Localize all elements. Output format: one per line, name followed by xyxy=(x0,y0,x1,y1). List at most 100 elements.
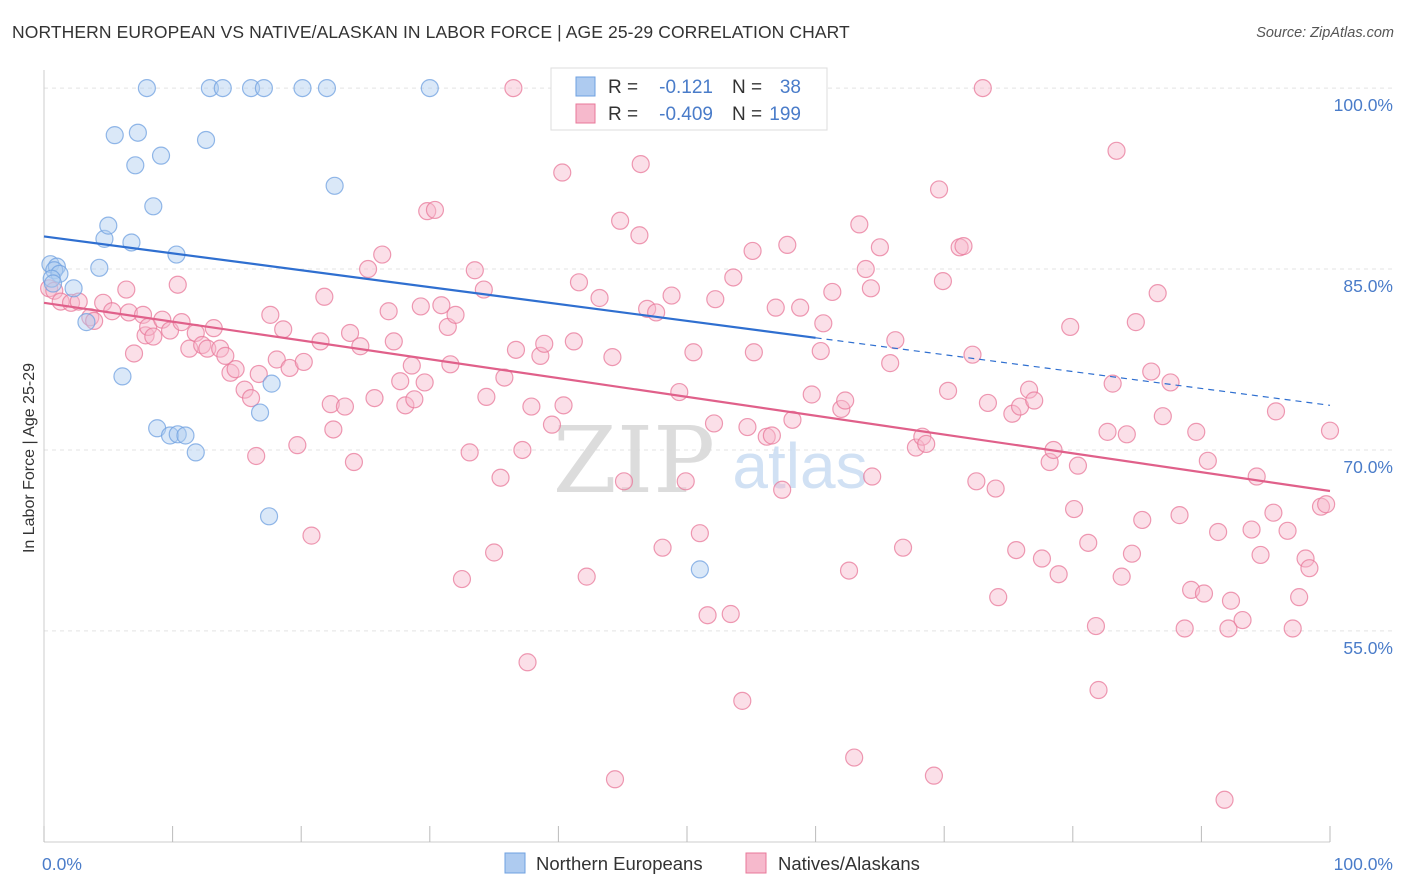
point-native-alaskan xyxy=(1283,619,1302,638)
point-native-alaskan xyxy=(554,396,573,415)
point-native-alaskan xyxy=(967,472,986,491)
legend-r-label-1: R = xyxy=(608,77,638,98)
point-native-alaskan xyxy=(1215,790,1234,809)
point-native-alaskan xyxy=(954,237,973,256)
point-native-alaskan xyxy=(133,305,153,324)
point-northern-european xyxy=(105,126,124,145)
point-native-alaskan xyxy=(1320,421,1340,440)
point-native-alaskan xyxy=(762,426,781,445)
point-native-alaskan xyxy=(226,360,245,379)
y-tick-label: 70.0% xyxy=(1343,457,1393,477)
point-native-alaskan xyxy=(535,334,554,353)
point-native-alaskan xyxy=(441,355,460,374)
legend-n-label-1: N = xyxy=(732,77,762,98)
point-native-alaskan xyxy=(302,526,321,545)
point-native-alaskan xyxy=(1300,559,1319,578)
point-native-alaskan xyxy=(733,691,752,710)
point-native-alaskan xyxy=(1032,549,1052,568)
point-northern-european xyxy=(690,560,709,579)
point-native-alaskan xyxy=(845,748,864,767)
legend-n-label-2: N = xyxy=(732,104,762,125)
point-native-alaskan xyxy=(379,302,398,321)
point-native-alaskan xyxy=(1290,588,1309,607)
point-native-alaskan xyxy=(662,286,681,305)
point-native-alaskan xyxy=(1233,610,1252,630)
x-tick-label: 100.0% xyxy=(1334,854,1393,874)
point-native-alaskan xyxy=(144,327,163,346)
point-northern-european xyxy=(200,78,219,98)
stats-legend-box xyxy=(550,67,828,131)
point-native-alaskan xyxy=(778,235,797,255)
point-native-alaskan xyxy=(321,395,340,414)
point-native-alaskan xyxy=(124,344,144,363)
y-tick-label: 55.0% xyxy=(1343,638,1393,658)
gridlines xyxy=(44,87,1394,632)
point-native-alaskan xyxy=(630,226,649,245)
point-native-alaskan xyxy=(978,393,998,413)
point-native-alaskan xyxy=(839,561,859,580)
point-northern-european xyxy=(317,78,337,98)
bottom-legend-swatch-northern xyxy=(504,852,526,874)
point-native-alaskan xyxy=(1251,545,1270,565)
point-native-alaskan xyxy=(477,387,496,406)
point-native-alaskan xyxy=(261,305,280,324)
point-native-alaskan xyxy=(1175,619,1194,638)
point-native-alaskan xyxy=(391,372,410,391)
point-native-alaskan xyxy=(577,567,596,586)
point-native-alaskan xyxy=(288,436,307,455)
point-native-alaskan xyxy=(1264,503,1283,522)
point-native-alaskan xyxy=(929,180,949,199)
point-native-alaskan xyxy=(653,538,672,557)
trend-line-northern xyxy=(43,235,816,339)
point-northern-european xyxy=(262,374,281,393)
legend-n-value-1: 38 xyxy=(780,77,801,98)
bottom-legend-label-native: Natives/Alaskans xyxy=(778,853,920,874)
watermark: ZIP atlas xyxy=(553,407,868,514)
point-northern-european xyxy=(160,426,180,445)
point-native-alaskan xyxy=(241,389,261,408)
point-native-alaskan xyxy=(452,569,472,589)
point-native-alaskan xyxy=(365,389,384,408)
point-native-alaskan xyxy=(1040,452,1059,472)
point-native-alaskan xyxy=(724,268,743,287)
point-native-alaskan xyxy=(274,320,293,339)
point-native-alaskan xyxy=(1148,284,1167,303)
point-native-alaskan xyxy=(117,280,136,299)
point-native-alaskan xyxy=(267,350,286,369)
point-northern-european xyxy=(128,123,147,142)
point-native-alaskan xyxy=(460,443,479,462)
point-native-alaskan xyxy=(411,297,430,316)
legend-n-value-2: 199 xyxy=(769,104,801,125)
point-native-alaskan xyxy=(335,397,355,416)
point-native-alaskan xyxy=(893,538,913,557)
point-northern-european xyxy=(43,274,63,293)
point-northern-european xyxy=(325,176,344,195)
point-native-alaskan xyxy=(836,391,855,410)
point-native-alaskan xyxy=(405,390,424,409)
point-native-alaskan xyxy=(553,163,572,182)
point-native-alaskan xyxy=(933,271,953,291)
point-native-alaskan xyxy=(247,446,266,466)
series-legend: Northern Europeans Natives/Alaskans xyxy=(504,852,920,874)
legend-swatch-native xyxy=(575,103,596,124)
point-native-alaskan xyxy=(773,480,792,499)
point-native-alaskan xyxy=(1103,374,1122,393)
y-tick-label: 85.0% xyxy=(1343,276,1393,296)
point-native-alaskan xyxy=(743,241,762,261)
point-native-alaskan xyxy=(1007,540,1026,560)
point-northern-european xyxy=(113,367,132,386)
legend-swatch-northern xyxy=(575,76,596,97)
point-native-alaskan xyxy=(1221,591,1241,610)
point-native-alaskan xyxy=(1266,402,1286,421)
point-native-alaskan xyxy=(1107,141,1126,160)
point-native-alaskan xyxy=(168,275,187,294)
point-native-alaskan xyxy=(1161,373,1180,392)
point-native-alaskan xyxy=(1194,584,1214,603)
point-native-alaskan xyxy=(491,468,510,487)
legend-r-value-1: -0.121 xyxy=(659,77,713,98)
point-native-alaskan xyxy=(446,305,465,324)
point-native-alaskan xyxy=(676,472,695,491)
point-native-alaskan xyxy=(1049,565,1068,584)
point-native-alaskan xyxy=(373,245,392,264)
